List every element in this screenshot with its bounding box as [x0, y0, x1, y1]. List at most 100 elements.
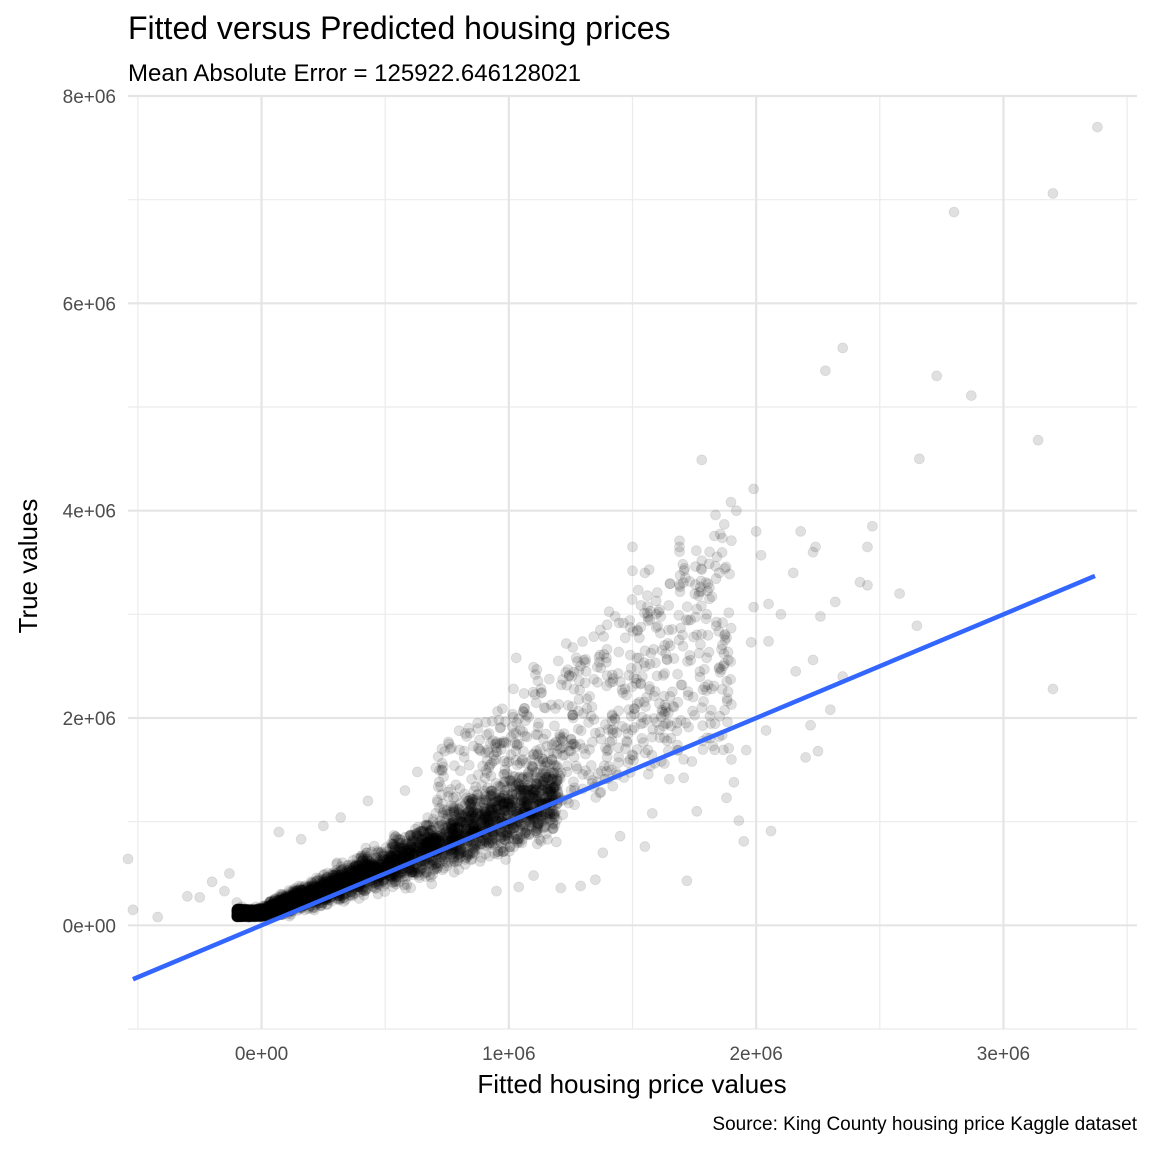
data-point [646, 731, 658, 743]
data-point [691, 805, 703, 817]
data-point [583, 769, 594, 781]
data-point [531, 838, 543, 850]
data-point [723, 607, 735, 619]
data-point [223, 868, 235, 879]
data-point [691, 629, 703, 641]
data-point [484, 804, 496, 816]
data-point [730, 505, 742, 517]
data-point [335, 812, 347, 823]
data-point [693, 647, 705, 659]
data-point [458, 745, 470, 757]
data-point [431, 863, 443, 874]
data-point [644, 681, 655, 692]
data-point [650, 622, 662, 633]
data-point [551, 775, 563, 787]
data-point [300, 890, 312, 902]
data-point [257, 905, 269, 916]
data-point [276, 898, 288, 910]
data-point [738, 835, 750, 847]
data-point [401, 838, 413, 850]
data-point [480, 747, 491, 759]
data-point [411, 841, 423, 853]
data-point [696, 454, 708, 466]
data-point [520, 715, 531, 727]
data-point [617, 617, 629, 629]
data-point [248, 910, 259, 922]
data-point [588, 714, 600, 725]
data-point [273, 826, 285, 838]
data-point [368, 859, 380, 871]
data-point [748, 601, 760, 613]
data-point [240, 907, 252, 919]
data-point [449, 816, 460, 828]
data-point [697, 684, 709, 696]
data-point [283, 899, 295, 910]
data-point [454, 783, 466, 794]
data-point [584, 690, 596, 702]
data-point [423, 857, 435, 869]
data-point [282, 894, 294, 906]
data-point [247, 906, 258, 917]
data-point [474, 856, 486, 867]
data-point [643, 564, 655, 576]
data-point [911, 620, 923, 632]
data-point [447, 802, 459, 814]
data-point [594, 624, 606, 636]
data-point [469, 840, 481, 852]
data-point [481, 810, 493, 822]
data-point [234, 903, 246, 915]
data-point [270, 898, 282, 910]
data-point [691, 603, 703, 615]
data-point [335, 879, 346, 890]
data-point [631, 698, 643, 710]
data-point [549, 720, 560, 732]
data-point [659, 640, 671, 651]
data-point [701, 608, 713, 620]
data-point [824, 704, 836, 716]
data-point [507, 711, 519, 723]
data-point [649, 657, 661, 669]
data-point [535, 793, 547, 805]
data-point [698, 696, 709, 707]
data-point [543, 673, 555, 685]
data-point [232, 904, 244, 915]
data-point [636, 733, 648, 744]
data-point [674, 546, 685, 558]
data-point [726, 699, 737, 710]
data-point [241, 909, 253, 921]
data-point [775, 608, 787, 620]
data-point [386, 851, 397, 863]
data-point [300, 888, 312, 899]
data-point [465, 797, 477, 809]
data-point [379, 886, 391, 897]
data-point [231, 897, 243, 908]
data-point [494, 722, 506, 734]
data-point [232, 909, 244, 921]
data-point [236, 910, 248, 921]
data-point [540, 728, 552, 740]
data-point [588, 673, 600, 685]
data-point [405, 839, 417, 851]
data-point [277, 894, 289, 906]
data-point [361, 853, 373, 865]
data-point [454, 823, 465, 835]
data-point [231, 906, 243, 918]
data-point [242, 907, 254, 918]
data-point [807, 654, 819, 666]
data-point [724, 568, 735, 580]
data-point [309, 888, 321, 900]
data-point [560, 638, 572, 649]
data-point [236, 906, 247, 918]
data-point [443, 736, 454, 748]
data-point [678, 772, 690, 784]
data-point [594, 787, 606, 799]
data-point [715, 664, 727, 675]
data-point [476, 809, 488, 820]
data-point [194, 891, 206, 903]
data-point [687, 705, 698, 717]
data-point [674, 586, 686, 598]
data-point [696, 555, 708, 567]
data-point [233, 908, 245, 920]
data-point [458, 847, 470, 858]
data-point [312, 881, 324, 893]
